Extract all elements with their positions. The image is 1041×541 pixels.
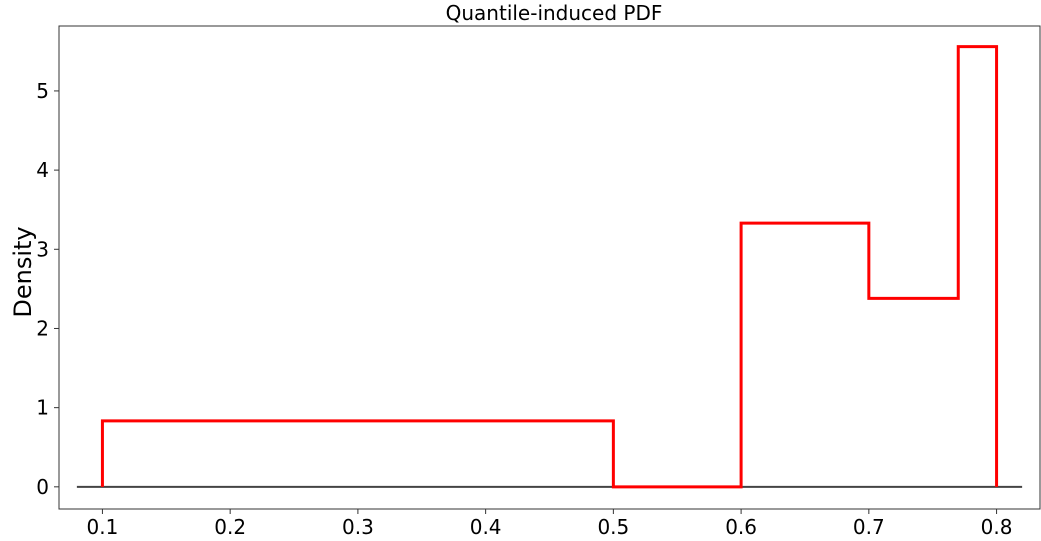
x-axis: 0.1 0.2 0.3 0.4 0.5 0.6 0.7 0.8 [87,509,1013,539]
x-tick-label: 0.1 [87,515,119,539]
y-axis-label: Density [9,226,37,317]
x-tick-label: 0.6 [725,515,757,539]
x-tick-label: 0.2 [214,515,246,539]
y-tick-label: 0 [36,475,49,499]
y-tick-label: 4 [36,158,49,182]
y-tick-label: 1 [36,396,49,420]
y-axis: 0 1 2 3 4 5 [36,79,59,499]
x-tick-label: 0.8 [981,515,1013,539]
series-line-0 [100,45,999,489]
x-tick-label: 0.4 [470,515,502,539]
y-tick-label: 2 [36,316,49,340]
chart-title: Quantile-induced PDF [446,1,663,25]
y-tick-label: 3 [36,237,49,261]
x-tick-label: 0.3 [342,515,374,539]
y-tick-label: 5 [36,79,49,103]
plot-frame [58,25,1041,510]
plot-area [76,45,1023,489]
x-tick-label: 0.7 [853,515,885,539]
x-tick-label: 0.5 [597,515,629,539]
